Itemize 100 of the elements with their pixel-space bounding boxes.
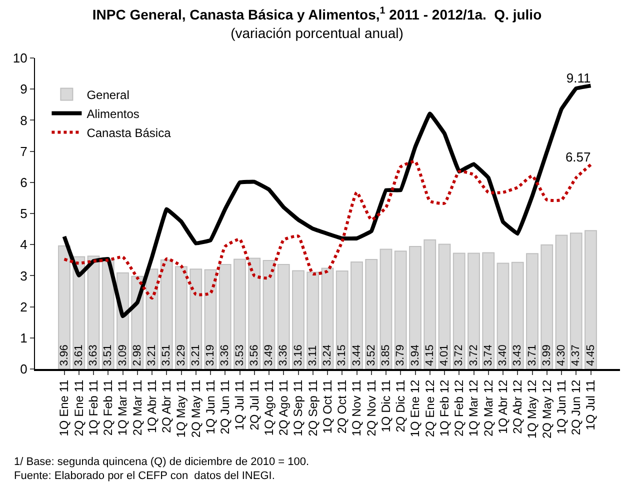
- x-tick-label: 2Q Mar 12: [481, 379, 496, 437]
- data-label: 3.72: [468, 344, 480, 366]
- bar: [540, 244, 554, 369]
- bar: [321, 268, 334, 369]
- bar: [306, 272, 320, 369]
- data-label: 3.15: [336, 344, 348, 366]
- line-series: [62, 160, 592, 300]
- data-label: 3.19: [204, 344, 216, 366]
- x-tick-label: 2Q May 12: [540, 379, 554, 439]
- data-label: 2.98: [131, 344, 144, 366]
- x-tick-label: 1Q Mar 12: [466, 379, 481, 437]
- x-tick-label: 1Q Abr 12: [496, 379, 510, 434]
- data-label: 3.63: [88, 344, 100, 366]
- data-label: 3.99: [540, 344, 553, 366]
- x-tick-label: 1Q Feb 11: [86, 379, 100, 436]
- data-label: 3.96: [58, 344, 70, 366]
- line-series: [62, 84, 593, 318]
- x-tick-label: 1Q Jul 11: [232, 379, 247, 430]
- x-tick-label: 2Q Ene 12: [422, 379, 437, 438]
- data-label: 3.85: [380, 344, 392, 366]
- x-tick-label: 2Q Feb 12: [452, 379, 466, 437]
- bar: [394, 250, 407, 369]
- bar: [526, 253, 538, 369]
- bar: [365, 259, 378, 369]
- bar: [292, 270, 304, 369]
- data-label: 3.79: [394, 344, 407, 366]
- y-tick-label: 7: [20, 144, 28, 159]
- bar: [248, 258, 261, 369]
- y-tick-label: 4: [20, 237, 28, 252]
- x-tick-label: 1Q Jun 11: [203, 379, 218, 434]
- x-tick-label: 2Q Abr 12: [510, 379, 525, 434]
- data-label: 3.36: [278, 344, 290, 366]
- bar: [468, 252, 480, 369]
- bar: [234, 258, 246, 369]
- data-label: 3.61: [72, 344, 85, 366]
- bar: [409, 246, 422, 369]
- x-tick-label: 2Q Oct 11: [335, 379, 350, 434]
- legend-label: Canasta Básica: [86, 126, 172, 140]
- data-label: 4.37: [570, 344, 582, 366]
- x-tick-label: 1Q Ago 11: [262, 379, 276, 436]
- y-tick-label: 6: [20, 174, 28, 190]
- bar: [584, 230, 597, 369]
- data-label: 3.21: [190, 344, 202, 366]
- bar: [482, 252, 495, 369]
- y-tick-label: 3: [20, 268, 28, 284]
- chart-title: INPC General, Canasta Básica y Alimentos,$^{1}$ 2011 - 2012/1a. Q. julio: [92, 6, 542, 23]
- bar: [218, 264, 232, 369]
- bar: [190, 268, 202, 369]
- x-tick-label: 1Q Oct 11: [320, 379, 334, 434]
- x-tick-label: 2Q Dic 11: [394, 379, 408, 432]
- x-tick-label: 1Q Jun 11: [554, 379, 568, 434]
- x-tick-label: 1Q Sep 11: [291, 379, 306, 436]
- x-tick-label: 2Q Jul 11: [247, 379, 262, 430]
- data-label: 3.09: [116, 344, 129, 366]
- x-tick-label: 1Q Ene 12: [408, 379, 422, 438]
- data-label: 3.74: [482, 344, 494, 366]
- bar: [175, 266, 188, 369]
- x-tick-label: 2Q Feb 11: [101, 379, 116, 436]
- data-label: 3.24: [322, 344, 334, 366]
- data-label: 3.40: [497, 344, 509, 366]
- data-label: 3.11: [306, 345, 319, 366]
- data-label: 9.11: [566, 70, 591, 86]
- data-label: 4.15: [424, 344, 436, 366]
- x-tick-label: 2Q May 11: [188, 379, 203, 438]
- x-tick-label: 2Q Nov 11: [364, 379, 378, 436]
- bar: [160, 259, 173, 369]
- bar: [277, 264, 290, 369]
- x-tick-label: 1Q May 11: [174, 379, 188, 438]
- legend-label: Alimentos: [86, 106, 140, 121]
- x-tick-label: 1Q Nov 11: [350, 379, 364, 436]
- data-label: 3.52: [365, 344, 378, 366]
- y-tick-label: 10: [12, 50, 28, 66]
- data-label: 6.57: [565, 149, 591, 164]
- chart-subtitle: (variación porcentual anual): [230, 24, 404, 41]
- y-tick-label: 5: [20, 206, 28, 222]
- bar: [336, 270, 348, 369]
- data-label: 3.44: [350, 344, 363, 366]
- data-label: 3.49: [263, 344, 275, 366]
- x-tick-label: 2Q Jun 12: [569, 379, 584, 436]
- x-tick-label: 2Q Ago 11: [276, 379, 291, 436]
- x-tick-label: 1Q Mar 11: [116, 379, 130, 436]
- bar: [452, 252, 466, 369]
- data-label: 3.51: [160, 344, 173, 366]
- x-tick-label: 1Q Ene 11: [57, 379, 72, 436]
- text: 1/ Base: segunda quincena (Q) de diciembre de 2010 = 100.: [14, 456, 310, 468]
- x-tick-label: 1Q Feb 12: [437, 379, 452, 437]
- bar: [496, 262, 510, 369]
- y-tick-label: 9: [20, 82, 28, 97]
- source-note: Fuente: Elaborado por el CEFP con datos del INEGI.: [14, 470, 275, 482]
- data-label: 3.16: [292, 344, 304, 366]
- bar: [350, 262, 363, 369]
- data-label: 3.29: [175, 344, 188, 366]
- bar: [380, 248, 392, 369]
- bar: [424, 239, 436, 369]
- x-tick-label: 1Q Dic 11: [378, 379, 393, 432]
- x-tick-label: 1Q May 12: [525, 379, 540, 439]
- bar: [58, 245, 70, 369]
- x-tick-label: 2Q Ene 11: [72, 379, 86, 436]
- x-tick-label: 1Q Jul 11: [584, 379, 598, 430]
- data-label: 3.56: [248, 344, 260, 366]
